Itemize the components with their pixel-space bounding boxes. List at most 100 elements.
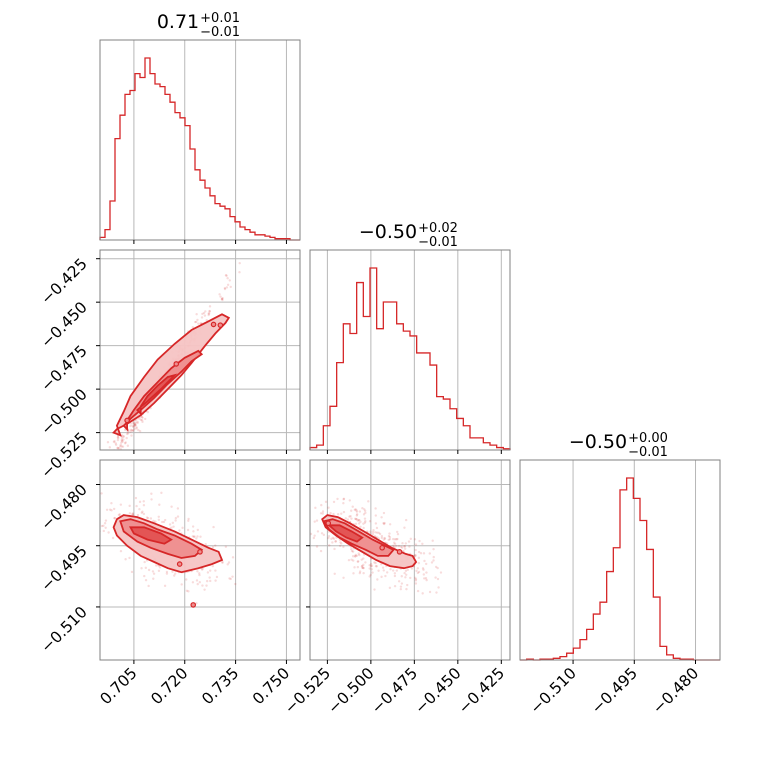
scatter-point	[354, 553, 357, 557]
scatter-point	[214, 569, 217, 572]
scatter-point	[196, 570, 199, 573]
scatter-point	[374, 561, 377, 565]
scatter-point	[307, 506, 309, 508]
scatter-point	[397, 580, 401, 583]
scatter-point	[108, 446, 112, 449]
scatter-point	[393, 538, 397, 541]
contour-island	[124, 417, 130, 424]
scatter-point	[185, 589, 189, 592]
scatter-point	[111, 457, 113, 459]
scatter-point	[332, 512, 335, 516]
scatter-point	[396, 537, 399, 541]
scatter-point	[201, 584, 204, 587]
scatter-point	[362, 571, 365, 575]
scatter-point	[172, 525, 175, 528]
hist-panel-2: −0.50 +0.02−0.01	[309, 221, 511, 454]
scatter-point	[88, 520, 90, 522]
scatter-point	[329, 511, 332, 515]
scatter-point	[101, 466, 103, 468]
scatter-point	[357, 518, 360, 522]
y-tick-label: −0.425	[38, 255, 91, 308]
scatter-point	[157, 515, 160, 518]
scatter-point	[80, 508, 82, 510]
scatter-point	[439, 571, 443, 574]
scatter-point	[319, 512, 323, 515]
histogram-step-line	[520, 477, 720, 661]
scatter-point	[107, 456, 109, 458]
scatter-point	[413, 538, 417, 541]
scatter-point	[424, 577, 428, 580]
scatter-point	[176, 515, 180, 518]
scatter-point	[170, 526, 173, 529]
scatter-point	[138, 429, 142, 433]
x-tick-label: −0.500	[324, 664, 377, 717]
param-title-value: −0.50	[569, 431, 627, 453]
scatter-point	[355, 513, 359, 516]
scatter-point	[363, 508, 366, 511]
panel-frame	[309, 459, 511, 661]
scatter-point	[307, 503, 309, 505]
scatter-panel-3: −0.525−0.500−0.475−0.450−0.425	[281, 459, 511, 717]
scatter-point	[362, 563, 365, 567]
scatter-point	[89, 507, 91, 509]
scatter-point	[316, 530, 320, 533]
y-tick-label: −0.475	[38, 342, 91, 395]
scatter-point	[163, 584, 167, 588]
scatter-panel-plotarea	[307, 497, 443, 595]
scatter-point	[358, 553, 361, 557]
scatter-point	[142, 512, 146, 516]
scatter-point	[332, 537, 336, 540]
scatter-point	[388, 535, 392, 539]
scatter-point	[229, 285, 232, 289]
scatter-point	[176, 507, 180, 510]
scatter-point	[436, 577, 440, 581]
scatter-point	[364, 561, 367, 564]
scatter-point	[373, 588, 376, 591]
scatter-point	[350, 517, 353, 520]
scatter-point	[185, 578, 188, 581]
scatter-point	[380, 516, 383, 519]
scatter-point	[369, 562, 373, 566]
scatter-point	[180, 583, 183, 586]
scatter-point	[381, 566, 385, 569]
scatter-point	[187, 519, 190, 523]
scatter-point	[144, 578, 148, 582]
scatter-point	[388, 537, 392, 541]
scatter-point	[416, 589, 420, 593]
contour-level	[326, 524, 364, 543]
param-title-value: 0.71	[157, 11, 199, 33]
scatter-point	[136, 513, 140, 517]
scatter-point	[195, 313, 198, 316]
param-title-value: −0.50	[359, 221, 417, 243]
scatter-point	[126, 444, 130, 447]
scatter-point	[168, 523, 172, 526]
scatter-point	[400, 575, 403, 578]
contour-island	[210, 321, 217, 328]
scatter-point	[173, 574, 176, 577]
scatter-point	[392, 544, 395, 547]
scatter-point	[371, 531, 375, 534]
scatter-point	[141, 420, 144, 424]
scatter-point	[350, 547, 353, 551]
scatter-point	[150, 498, 153, 501]
scatter-point	[362, 566, 365, 570]
scatter-panel-plotarea	[88, 491, 237, 608]
scatter-point	[361, 564, 364, 568]
scatter-point	[106, 441, 110, 444]
scatter-point	[220, 297, 224, 301]
scatter-point	[134, 421, 138, 424]
scatter-point	[157, 569, 161, 573]
scatter-point	[146, 410, 150, 414]
scatter-point	[117, 436, 120, 440]
scatter-point	[105, 508, 109, 512]
scatter-point	[165, 570, 169, 574]
scatter-point	[353, 555, 357, 558]
scatter-point	[223, 286, 227, 290]
scatter-point	[364, 520, 367, 523]
contour-island	[379, 544, 385, 551]
scatter-point	[352, 572, 355, 575]
scatter-point	[424, 562, 428, 566]
scatter-point	[403, 545, 407, 548]
scatter-point	[205, 579, 209, 583]
